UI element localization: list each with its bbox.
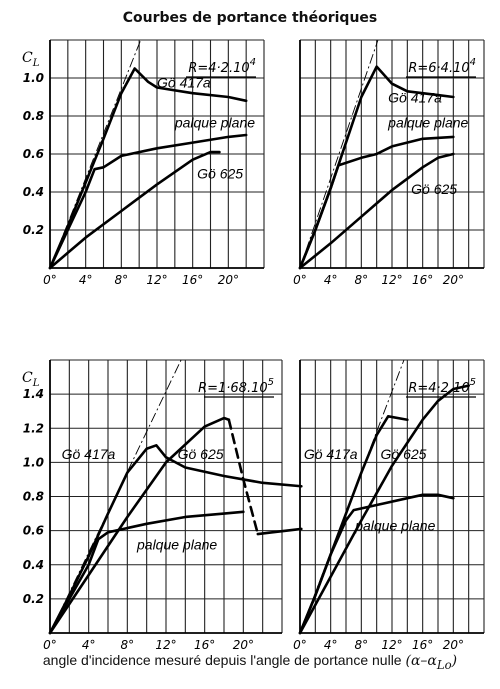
x-tick-label: 12° — [155, 638, 176, 652]
series-line-g-417a — [48, 444, 303, 635]
x-tick-label: 12° — [146, 273, 167, 287]
series-line-palque-plane — [48, 510, 245, 635]
series-line-palque-plane — [298, 493, 455, 635]
x-tick-label: 8° — [355, 273, 369, 287]
y-tick-label: 0.8 — [23, 109, 44, 123]
y-tick-label: 1.0 — [23, 455, 44, 469]
series-line-palque-plane — [48, 133, 248, 270]
x-tick-label: 12° — [381, 273, 402, 287]
x-tick-label: 12° — [381, 638, 402, 652]
caption-symbol: (α–αLo) — [405, 653, 458, 672]
x-tick-label: 16° — [182, 273, 203, 287]
x-tick-label: 4° — [324, 638, 338, 652]
x-tick-label: 8° — [355, 638, 369, 652]
series-label-g-625: Gö 625 — [178, 446, 224, 462]
series-line-g-625 — [298, 152, 455, 270]
x-tick-label: 16° — [412, 638, 433, 652]
y-tick-label: 0.2 — [23, 592, 44, 606]
series-line-g-625 — [298, 384, 470, 635]
series-label-g-417a: Gö 417a — [157, 75, 211, 91]
series-label-palque-plane: palque plane — [174, 114, 255, 130]
x-tick-label: 4° — [79, 273, 93, 287]
x-tick-label: 16° — [412, 273, 433, 287]
series-line-g-625-after-stall — [256, 527, 303, 536]
chart-panel-bottom-left: 0° 4° 8° 12° 16° 20°0.20.40.60.81.01.21.4CLGö… — [22, 359, 303, 652]
y-tick-label: 1.0 — [23, 71, 44, 85]
x-tick-label: 20° — [443, 638, 464, 652]
caption-text: angle d'incidence mesuré depuis l'angle … — [42, 652, 402, 668]
series-label-palque-plane: palque plane — [136, 536, 217, 552]
x-tick-label: 4° — [324, 273, 338, 287]
y-axis-symbol: CL — [22, 50, 40, 69]
y-tick-label: 0.6 — [23, 147, 44, 161]
x-tick-label: 4° — [82, 638, 96, 652]
y-tick-label: 1.4 — [23, 387, 44, 401]
reynolds-label: R=1·68.105 — [198, 377, 274, 396]
x-tick-label: 8° — [121, 638, 135, 652]
x-tick-label: 16° — [194, 638, 215, 652]
x-tick-label: 0° — [293, 638, 307, 652]
chart-panel-bottom-right: 0° 4° 8° 12° 16° 20° Gö 417a Gö 625 palque plane… — [293, 359, 485, 652]
x-axis-caption: angle d'incidence mesuré depuis l'angle … — [0, 652, 500, 672]
x-tick-label: 20° — [218, 273, 239, 287]
y-tick-label: 0.8 — [23, 490, 44, 504]
y-tick-label: 0.2 — [23, 223, 44, 237]
series-label-palque-plane: palque plane — [387, 114, 468, 130]
series-label-g-417a: Gö 417a — [62, 446, 116, 462]
series-label-g-625: Gö 625 — [381, 446, 427, 462]
series-line-g-625 — [48, 150, 221, 270]
series-label-g-417a: Gö 417a — [388, 90, 442, 106]
figure-title: Courbes de portance théoriques — [122, 10, 378, 26]
series-line-g-625-dashed — [227, 418, 260, 536]
chart-panel-top-right: 0° 4° 8° 12° 16° 20° Gö 417a palque plane Gö 625… — [293, 39, 485, 287]
reynolds-label: R=4·2.105 — [408, 377, 476, 396]
series-label-g-417a: Gö 417a — [304, 446, 358, 462]
series-label-g-625: Gö 625 — [411, 181, 457, 197]
x-tick-label: 20° — [233, 638, 254, 652]
y-tick-label: 1.2 — [23, 421, 44, 435]
x-tick-label: 20° — [443, 273, 464, 287]
x-tick-label: 0° — [293, 273, 307, 287]
series-label-palque-plane: palque plane — [354, 518, 435, 534]
series-line-palque-plane — [298, 135, 455, 270]
theoretical-slope-line — [299, 39, 379, 269]
series-line-g-417a — [48, 67, 248, 270]
y-tick-label: 0.6 — [23, 524, 44, 538]
x-tick-label: 0° — [43, 273, 57, 287]
y-tick-label: 0.4 — [23, 185, 44, 199]
reynolds-label: R=6·4.104 — [408, 57, 476, 76]
reynolds-label: R=4·2.104 — [188, 57, 256, 76]
series-line-g-625 — [48, 416, 231, 635]
series-label-g-625: Gö 625 — [197, 166, 243, 182]
x-tick-label: 8° — [115, 273, 129, 287]
x-tick-label: 0° — [43, 638, 57, 652]
y-tick-label: 0.4 — [23, 558, 44, 572]
chart-panel-top-left: 0° 4° 8° 12° 16° 20° 0.2 0.4 0.6 0.8 1.0 CL Gö 417a p… — [22, 39, 265, 287]
